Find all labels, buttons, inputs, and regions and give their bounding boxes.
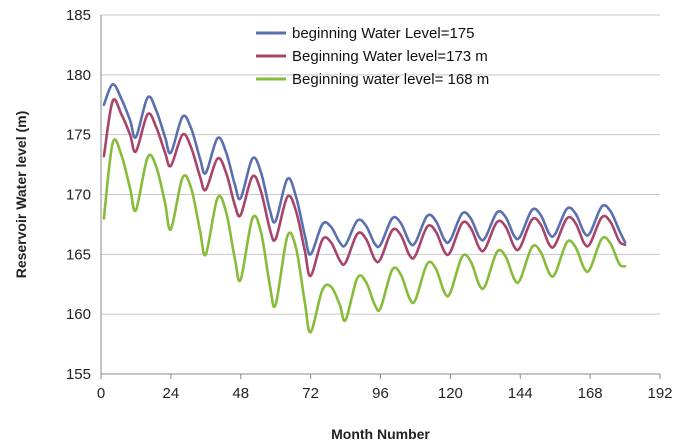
- x-tick-label: 24: [163, 385, 180, 402]
- x-tick-label: 120: [438, 385, 463, 402]
- axes: 155 160 165 170 175 180 185 0 24 48 72 96 120 144 168 1…: [66, 7, 673, 402]
- legend-label-3: Beginning water level= 168 m: [292, 71, 489, 88]
- y-tick-label: 165: [66, 246, 91, 263]
- series-line-2: [102, 98, 627, 278]
- y-tick-label: 160: [66, 306, 91, 323]
- series-line-1: [102, 83, 627, 256]
- x-tick-label: 48: [232, 385, 249, 402]
- x-tick-label: 168: [578, 385, 603, 402]
- y-tick-label: 180: [66, 67, 91, 84]
- y-tick-label: 170: [66, 187, 91, 204]
- x-tick-label: 192: [647, 385, 672, 402]
- legend-label-1: beginning Water Level=175: [292, 25, 475, 42]
- y-axis-label: Reservoir Water level (m): [13, 111, 29, 279]
- x-tick-label: 144: [508, 385, 533, 402]
- series-group: [102, 83, 627, 334]
- y-tick-label: 185: [66, 7, 91, 24]
- series-line-3: [102, 138, 627, 334]
- legend-label-2: Beginning Water level=173 m: [292, 48, 488, 65]
- x-tick-label: 96: [372, 385, 389, 402]
- y-tick-label: 155: [66, 366, 91, 383]
- legend: beginning Water Level=175 Beginning Water…: [256, 25, 489, 88]
- y-tick-label: 175: [66, 127, 91, 144]
- x-tick-label: 0: [97, 385, 105, 402]
- x-tick-label: 72: [302, 385, 319, 402]
- x-axis-label: Month Number: [331, 426, 430, 442]
